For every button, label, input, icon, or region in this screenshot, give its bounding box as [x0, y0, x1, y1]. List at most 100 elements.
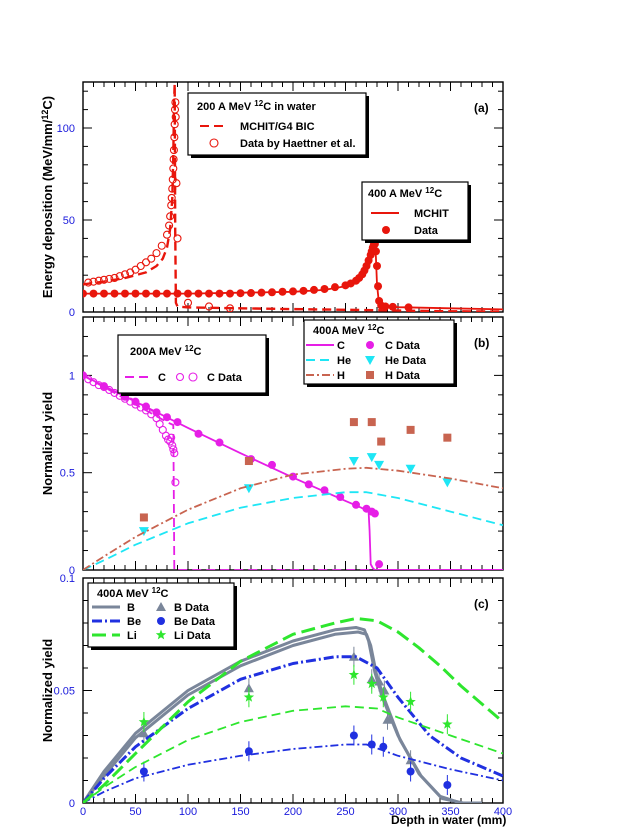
panel-2: 0 0.05 0.1 0 50 100 150 200 250 300 350 400 Normaliz…	[40, 573, 512, 827]
filled-circle-marker	[131, 397, 140, 406]
filled-circle-marker	[404, 303, 413, 312]
filled-circle-marker	[215, 289, 224, 298]
open-circle-marker	[110, 273, 119, 283]
filled-square-marker	[244, 457, 253, 466]
x-tick-label: 400	[494, 806, 512, 818]
series-group	[83, 617, 503, 803]
open-circle-marker	[175, 372, 185, 382]
filled-square-marker	[139, 513, 148, 522]
filled-circle-marker	[370, 509, 379, 518]
open-circle-marker	[120, 270, 130, 279]
legend-marker	[209, 138, 219, 148]
legend-entry: H Data	[385, 370, 421, 382]
y-tick-label: 0	[69, 307, 75, 319]
legend-title: 400A MeV 12C	[313, 323, 385, 337]
star-marker	[155, 629, 167, 640]
series-line	[83, 630, 482, 803]
series-line	[83, 705, 503, 803]
series-line	[83, 743, 503, 803]
filled-circle-marker	[406, 767, 415, 776]
legend-entry: He Data	[385, 355, 427, 367]
star-marker	[138, 716, 150, 727]
legend-title: 200 A MeV 12C in water	[197, 99, 316, 113]
legend-entry: C Data	[207, 372, 243, 384]
filled-square-marker	[443, 433, 452, 442]
open-circle-marker	[141, 258, 151, 267]
legend-a1: 200 A MeV 12C in water MCHIT/G4 BIC Data b…	[187, 92, 369, 158]
open-circle-marker	[169, 445, 178, 454]
filled-square-marker	[406, 425, 415, 434]
filled-circle-marker	[194, 289, 203, 298]
legend-title: 400 A MeV 12C	[368, 186, 442, 200]
filled-circle-marker	[89, 289, 98, 298]
filled-circle-marker	[336, 493, 345, 502]
filled-circle-marker	[184, 289, 192, 298]
x-tick-label: 300	[389, 806, 407, 818]
filled-square-marker	[366, 371, 374, 379]
down-triangle-marker	[442, 478, 453, 488]
open-circle-marker	[168, 441, 177, 450]
series-line	[83, 655, 503, 803]
open-circle-marker	[204, 302, 214, 311]
legend-title: 400A MeV 12C	[97, 586, 169, 600]
filled-circle-marker	[366, 341, 374, 349]
series-line	[83, 491, 503, 570]
open-circle-marker	[171, 478, 180, 487]
filled-circle-marker	[215, 438, 224, 447]
x-tick-label: 100	[179, 806, 197, 818]
filled-circle-marker	[121, 289, 129, 298]
legend-box	[361, 181, 469, 241]
filled-circle-marker	[304, 480, 313, 489]
triangle-marker	[374, 676, 385, 686]
open-circle-marker	[166, 437, 175, 446]
legend-box	[117, 334, 267, 394]
filled-circle-marker	[244, 747, 253, 756]
open-circle-marker	[165, 221, 174, 230]
x-axis-label: Depth in water (mm)	[391, 813, 506, 827]
open-circle-marker	[171, 112, 180, 122]
open-circle-marker	[170, 449, 179, 458]
open-circle-marker	[166, 212, 175, 221]
filled-circle-marker	[139, 767, 148, 776]
down-triangle-marker	[405, 464, 416, 474]
filled-circle-marker	[379, 742, 388, 751]
open-circle-marker	[183, 298, 193, 307]
down-triangle-marker	[243, 484, 254, 494]
filled-circle-marker	[194, 429, 203, 438]
open-circle-marker	[131, 265, 140, 274]
open-circle-marker	[115, 272, 124, 281]
filled-circle-marker	[381, 302, 390, 311]
x-tick-label: 200	[284, 806, 302, 818]
star-marker	[378, 691, 389, 702]
series-group	[83, 82, 503, 312]
star-marker	[405, 696, 416, 707]
open-circle-marker	[167, 433, 176, 442]
y-tick-label: 100	[57, 123, 75, 135]
series-line	[83, 244, 503, 311]
star-marker	[366, 678, 377, 689]
triangle-marker	[348, 651, 359, 661]
filled-circle-marker	[299, 286, 308, 295]
legend-entry: C Data	[385, 340, 421, 352]
filled-circle-marker	[142, 402, 150, 411]
open-circle-marker	[173, 234, 182, 243]
y-tick-label: 0	[69, 798, 75, 810]
legend-marker	[188, 372, 198, 382]
legend-entry: Data by Haettner et al.	[240, 138, 356, 150]
filled-circle-marker	[320, 486, 329, 495]
panel-label: (a)	[474, 101, 489, 115]
filled-circle-marker	[268, 288, 276, 297]
star-marker	[243, 691, 255, 702]
filled-circle-marker	[268, 460, 276, 469]
filled-circle-marker	[278, 287, 287, 296]
legend-entry: He	[337, 355, 351, 367]
filled-circle-marker	[443, 781, 452, 789]
filled-circle-marker	[83, 371, 87, 380]
open-circle-marker	[84, 278, 93, 287]
down-triangle-marker	[348, 457, 359, 467]
series-line	[83, 82, 503, 312]
filled-circle-marker	[142, 289, 150, 298]
open-circle-marker	[161, 431, 170, 440]
y-axis-label: Energy deposition (MeV/mm/12C)	[40, 96, 55, 298]
open-circle-marker	[170, 133, 179, 142]
